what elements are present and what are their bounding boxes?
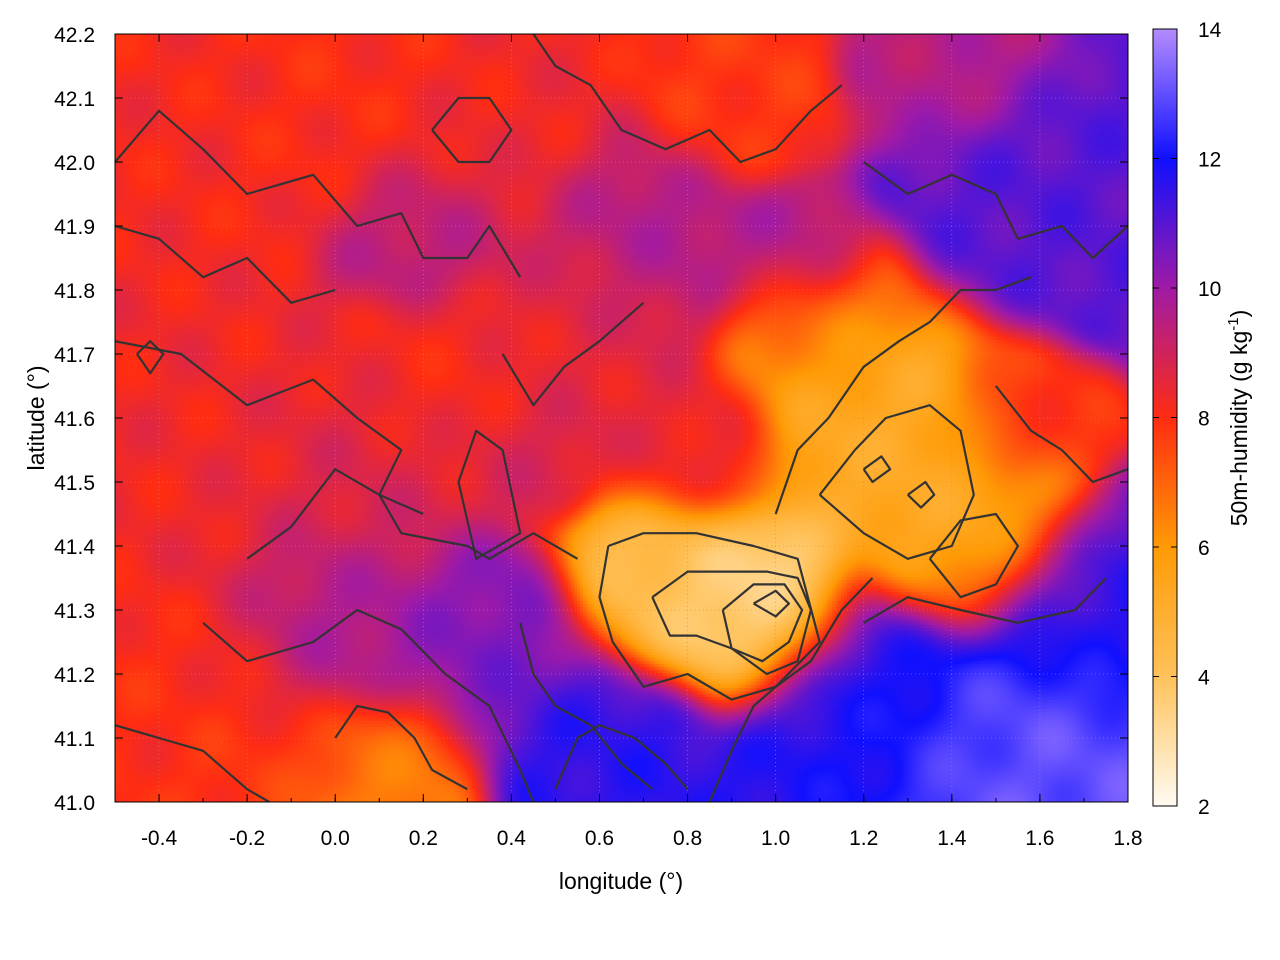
x-axis-ticks: -0.4 -0.2 0.0 0.2 0.4 0.6 0.8 1.0 1.2 1.4 1.6 1.8 bbox=[114, 34, 1143, 850]
y-tick-label: 41.6 bbox=[54, 408, 95, 431]
contour-line bbox=[115, 724, 270, 802]
y-tick-label: 42.1 bbox=[54, 88, 95, 111]
heatmap-surface bbox=[115, 34, 1128, 802]
contour-line bbox=[115, 224, 336, 304]
contour-line bbox=[995, 385, 1128, 484]
colorbar-tick-label: 10 bbox=[1198, 278, 1221, 301]
contour-line bbox=[753, 589, 790, 618]
x-tick-label: 1.0 bbox=[761, 827, 790, 850]
colorbar-title: 50m-humidity (g kg-1) bbox=[1225, 310, 1252, 527]
y-tick-label: 41.0 bbox=[54, 792, 95, 815]
y-tick-label: 42.2 bbox=[54, 24, 95, 47]
contour-line bbox=[907, 480, 936, 509]
contour-line bbox=[862, 455, 892, 484]
y-tick-label: 41.5 bbox=[54, 472, 95, 495]
x-tick-label: 1.2 bbox=[849, 827, 878, 850]
y-tick-label: 41.7 bbox=[54, 344, 95, 367]
colorbar-tick-label: 4 bbox=[1198, 667, 1210, 690]
y-tick-label: 41.1 bbox=[54, 728, 95, 751]
colorbar-tick-label: 14 bbox=[1198, 19, 1222, 42]
x-tick-label: 0.8 bbox=[673, 827, 702, 850]
contour-line bbox=[115, 109, 522, 278]
x-tick-label: 1.8 bbox=[1113, 827, 1142, 850]
contour-lines bbox=[115, 34, 1128, 802]
y-axis-ticks: 41.0 41.1 41.2 41.3 41.4 41.5 41.6 41.7 41.8 41.9… bbox=[54, 24, 1128, 815]
x-axis-title: longitude (°) bbox=[559, 868, 683, 894]
colorbar-tick-label: 6 bbox=[1198, 537, 1210, 560]
contour-line bbox=[863, 161, 1128, 260]
x-tick-label: 1.6 bbox=[1025, 827, 1054, 850]
y-tick-label: 41.9 bbox=[54, 216, 95, 239]
y-tick-label: 41.4 bbox=[54, 536, 95, 559]
contour-line bbox=[334, 704, 468, 791]
contour-line bbox=[928, 512, 1019, 599]
contour-line bbox=[774, 276, 1032, 515]
colorbar-tick-label: 12 bbox=[1198, 149, 1221, 172]
contour-line bbox=[554, 724, 689, 790]
contour-line bbox=[532, 34, 843, 164]
colorbar-ticks: 2 4 6 8 10 12 14 bbox=[1153, 19, 1222, 819]
y-tick-label: 41.3 bbox=[54, 600, 95, 623]
contour-line bbox=[651, 570, 812, 676]
y-tick-label: 42.0 bbox=[54, 152, 95, 175]
colorbar: 2 4 6 8 10 12 14 50m-humidity (g kg-1) bbox=[1152, 19, 1252, 819]
x-tick-label: -0.4 bbox=[141, 827, 178, 850]
contour-line bbox=[457, 429, 522, 560]
x-tick-label: 0.2 bbox=[409, 827, 438, 850]
x-tick-label: 1.4 bbox=[937, 827, 967, 850]
x-tick-label: 0.0 bbox=[321, 827, 350, 850]
contour-line bbox=[501, 301, 645, 407]
contour-line bbox=[246, 468, 424, 560]
contour-line bbox=[431, 96, 513, 164]
x-tick-label: -0.2 bbox=[229, 827, 265, 850]
contour-line bbox=[863, 577, 1107, 624]
contour-line bbox=[708, 577, 874, 802]
contour-line bbox=[136, 340, 165, 375]
contour-line bbox=[519, 622, 654, 791]
y-tick-label: 41.8 bbox=[54, 280, 95, 303]
y-tick-label: 41.2 bbox=[54, 664, 95, 687]
x-tick-label: 0.6 bbox=[585, 827, 614, 850]
plot-area: -0.4 -0.2 0.0 0.2 0.4 0.6 0.8 1.0 1.2 1.4 1.6 1.8 4… bbox=[54, 24, 1142, 850]
y-axis-title: latitude (°) bbox=[23, 365, 49, 470]
colorbar-tick-label: 2 bbox=[1198, 796, 1210, 819]
contour-line bbox=[818, 404, 975, 560]
contour-line bbox=[721, 583, 804, 663]
contour-line bbox=[115, 340, 579, 560]
colorbar-tick-label: 8 bbox=[1198, 408, 1210, 431]
x-tick-label: 0.4 bbox=[497, 827, 527, 850]
contour-line bbox=[202, 608, 535, 802]
